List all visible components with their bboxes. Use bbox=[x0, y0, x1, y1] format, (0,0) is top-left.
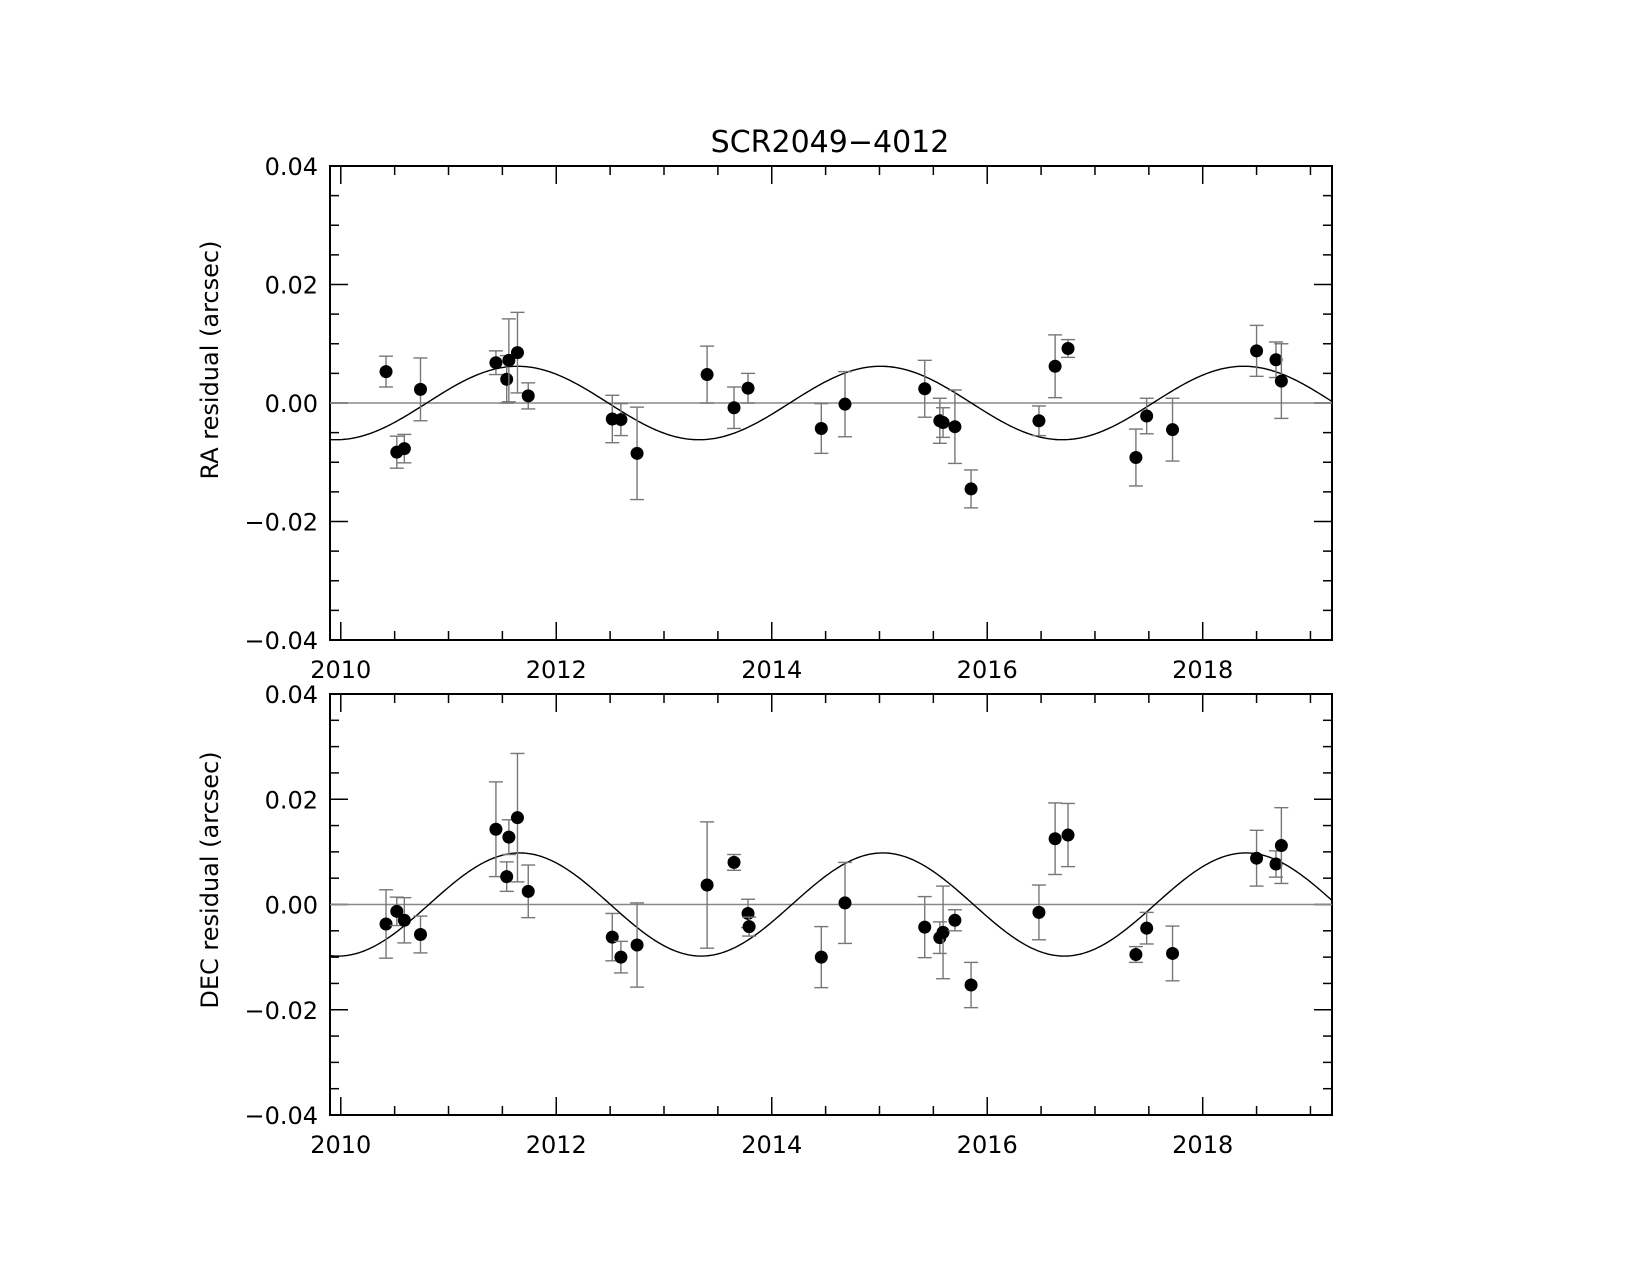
data-point bbox=[918, 920, 932, 934]
y-tick-label: 0.04 bbox=[265, 153, 318, 181]
x-tick-label: 2014 bbox=[741, 656, 802, 684]
data-point bbox=[700, 878, 714, 892]
data-point bbox=[1274, 839, 1288, 853]
x-tick-label: 2010 bbox=[310, 1131, 371, 1159]
data-point bbox=[1048, 832, 1062, 846]
data-point bbox=[727, 855, 741, 869]
data-point bbox=[510, 811, 524, 825]
data-point bbox=[502, 830, 516, 844]
x-tick-label: 2012 bbox=[526, 1131, 587, 1159]
y-tick-label: −0.04 bbox=[244, 1102, 318, 1130]
y-tick-label: −0.02 bbox=[244, 509, 318, 537]
y-tick-label: 0.02 bbox=[265, 786, 318, 814]
data-point bbox=[1061, 828, 1075, 842]
data-point bbox=[1166, 423, 1180, 437]
data-point bbox=[630, 446, 644, 460]
data-point bbox=[1250, 344, 1264, 358]
x-tick-label: 2014 bbox=[741, 1131, 802, 1159]
x-tick-label: 2018 bbox=[1172, 656, 1233, 684]
data-point bbox=[521, 389, 535, 403]
data-point bbox=[614, 413, 628, 427]
model-curve bbox=[329, 852, 1333, 957]
x-tick-label: 2018 bbox=[1172, 1131, 1233, 1159]
data-point bbox=[379, 917, 393, 931]
data-point bbox=[390, 904, 404, 918]
data-point bbox=[502, 353, 516, 367]
data-point bbox=[397, 913, 411, 927]
data-point bbox=[727, 401, 741, 415]
data-point bbox=[414, 382, 428, 396]
data-point bbox=[936, 925, 950, 939]
y-tick-label: −0.04 bbox=[244, 627, 318, 655]
data-point bbox=[1250, 851, 1264, 865]
y-tick-label: −0.02 bbox=[244, 997, 318, 1025]
data-point bbox=[614, 950, 628, 964]
data-point bbox=[964, 482, 978, 496]
y-tick-label: 0.00 bbox=[265, 390, 318, 418]
ra-ylabel: RA residual (arcsec) bbox=[196, 241, 224, 480]
data-point bbox=[489, 822, 503, 836]
x-tick-label: 2016 bbox=[957, 1131, 1018, 1159]
data-point bbox=[948, 913, 962, 927]
data-point bbox=[1140, 921, 1154, 935]
data-point bbox=[1269, 857, 1283, 871]
data-point bbox=[1269, 353, 1283, 367]
data-point bbox=[741, 381, 755, 395]
data-point bbox=[741, 906, 755, 920]
data-point bbox=[414, 927, 428, 941]
data-point bbox=[1166, 946, 1180, 960]
data-point bbox=[605, 930, 619, 944]
data-point bbox=[1274, 374, 1288, 388]
data-point bbox=[700, 368, 714, 382]
data-point bbox=[630, 938, 644, 952]
y-tick-label: 0.00 bbox=[265, 892, 318, 920]
x-tick-label: 2012 bbox=[526, 656, 587, 684]
data-point bbox=[838, 397, 852, 411]
data-point bbox=[936, 416, 950, 430]
data-point bbox=[510, 346, 524, 360]
chart-title: SCR2049−4012 bbox=[711, 125, 950, 160]
data-point bbox=[814, 950, 828, 964]
dec-residual-panel: DEC residual (arcsec) 0.04 0.02 0.00 −0.02 −… bbox=[196, 681, 1333, 1159]
data-point bbox=[742, 920, 756, 934]
data-point bbox=[489, 356, 503, 370]
data-point bbox=[964, 978, 978, 992]
y-tick-label: 0.02 bbox=[265, 272, 318, 300]
data-point bbox=[1061, 341, 1075, 355]
data-point bbox=[918, 382, 932, 396]
data-point bbox=[838, 896, 852, 910]
data-point bbox=[1129, 947, 1143, 961]
data-point bbox=[1032, 905, 1046, 919]
ra-residual-panel: RA residual (arcsec) 0.04 0.02 0.00 −0.02 −0… bbox=[196, 153, 1333, 684]
data-point bbox=[500, 870, 514, 884]
y-tick-label: 0.04 bbox=[265, 681, 318, 709]
x-tick-label: 2016 bbox=[957, 656, 1018, 684]
data-point bbox=[397, 442, 411, 456]
data-point bbox=[1140, 409, 1154, 423]
data-point bbox=[814, 421, 828, 435]
data-point bbox=[1032, 414, 1046, 428]
x-tick-label: 2010 bbox=[310, 656, 371, 684]
data-point bbox=[948, 420, 962, 434]
data-point bbox=[500, 372, 514, 386]
data-point bbox=[521, 884, 535, 898]
dec-ylabel: DEC residual (arcsec) bbox=[196, 751, 224, 1008]
data-point bbox=[379, 365, 393, 379]
data-point bbox=[1129, 451, 1143, 465]
data-point bbox=[1048, 359, 1062, 373]
